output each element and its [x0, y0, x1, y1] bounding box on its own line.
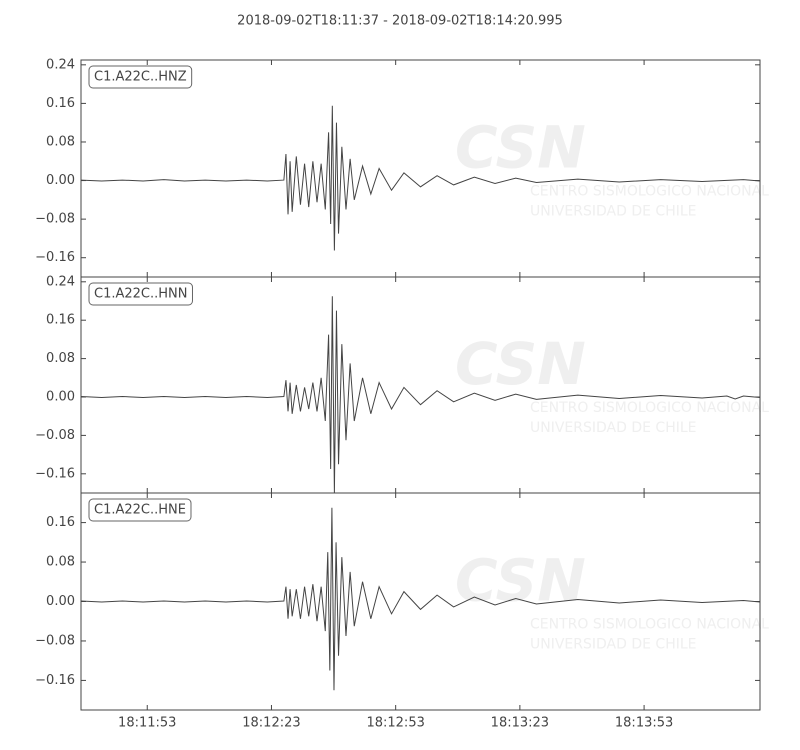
watermark-text: CENTRO SISMOLOGICO NACIONAL: [530, 616, 769, 632]
watermark-text: CENTRO SISMOLOGICO NACIONAL: [530, 183, 769, 199]
trace-label: C1.A22C..HNN: [94, 287, 187, 302]
y-tick-label: −0.08: [35, 428, 75, 443]
waveform: [81, 105, 760, 251]
watermark-text: UNIVERSIDAD DE CHILE: [530, 636, 697, 652]
x-tick-label: 18:13:23: [491, 716, 549, 731]
y-tick-label: 0.16: [46, 96, 75, 111]
y-tick-label: 0.08: [46, 555, 75, 570]
watermark-text: CENTRO SISMOLOGICO NACIONAL: [530, 400, 769, 416]
watermark-logo: CSN: [455, 546, 586, 614]
trace-label-box: [88, 65, 193, 89]
y-tick-label: −0.08: [35, 633, 75, 648]
y-tick-label: 0.00: [46, 594, 75, 609]
y-tick-label: 0.00: [46, 173, 75, 188]
watermark-logo: CSN: [455, 113, 586, 181]
x-tick-label: 18:12:23: [242, 716, 300, 731]
trace-label-box: [88, 282, 193, 306]
panel: CSN CENTRO SISMOLOGICO NACIONAL UNIVERSIDA…: [35, 274, 769, 494]
trace-label-box: [88, 498, 192, 522]
y-tick-label: 0.00: [46, 390, 75, 405]
trace-label: C1.A22C..HNZ: [94, 70, 187, 85]
y-tick-label: −0.16: [35, 466, 75, 481]
waveform: [81, 296, 760, 493]
trace-label: C1.A22C..HNE: [94, 503, 186, 518]
watermark-text: UNIVERSIDAD DE CHILE: [530, 203, 697, 219]
figure-title: 2018-09-02T18:11:37 - 2018-09-02T18:14:2…: [237, 14, 563, 29]
y-tick-label: 0.16: [46, 313, 75, 328]
y-tick-label: 0.08: [46, 351, 75, 366]
x-tick-label: 18:12:53: [366, 716, 424, 731]
y-tick-label: 0.16: [46, 515, 75, 530]
axes-frame: [80, 492, 761, 711]
waveform: [81, 507, 760, 691]
y-tick-label: 0.24: [46, 57, 75, 72]
y-tick-label: 0.08: [46, 134, 75, 149]
watermark-text: UNIVERSIDAD DE CHILE: [530, 420, 697, 436]
axes-frame: [80, 276, 761, 494]
y-tick-label: −0.16: [35, 673, 75, 688]
axes-frame: [80, 59, 761, 278]
watermark-logo: CSN: [455, 330, 586, 398]
panel: CSN CENTRO SISMOLOGICO NACIONAL UNIVERSIDA…: [35, 57, 769, 278]
y-tick-label: −0.08: [35, 212, 75, 227]
y-tick-label: −0.16: [35, 250, 75, 265]
x-tick-label: 18:13:53: [615, 716, 673, 731]
x-tick-label: 18:11:53: [118, 716, 176, 731]
y-tick-label: 0.24: [46, 274, 75, 289]
panel: CSN CENTRO SISMOLOGICO NACIONAL UNIVERSIDA…: [35, 492, 769, 731]
